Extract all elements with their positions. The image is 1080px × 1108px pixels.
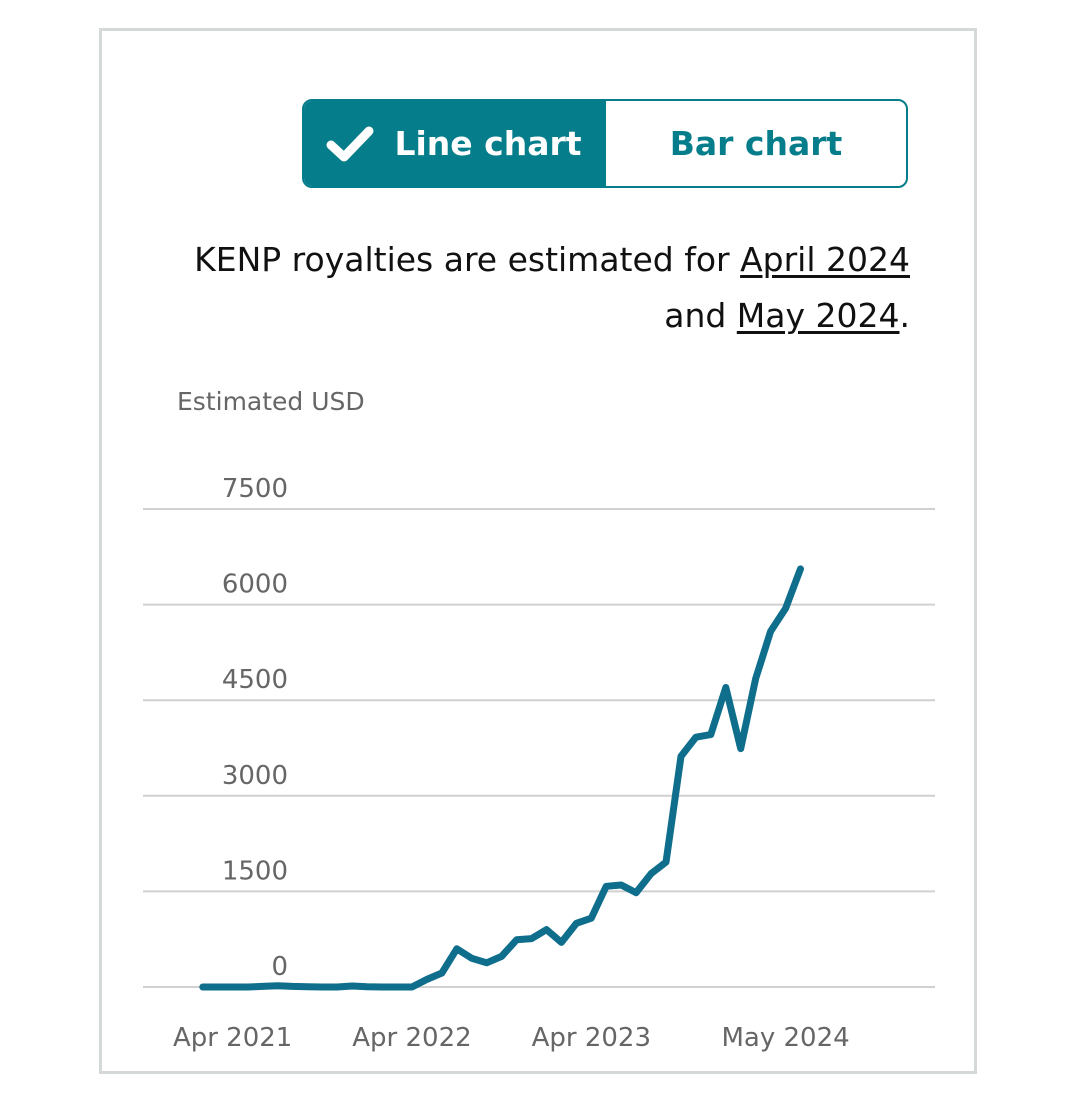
note-suffix: . — [899, 296, 911, 335]
april-2024-link[interactable]: April 2024 — [740, 240, 910, 279]
y-tick-label-0: 0 — [271, 952, 288, 982]
series-line-0 — [199, 565, 804, 991]
x-tick-label-may-2024: May 2024 — [721, 1023, 849, 1053]
line-chart-label: Line chart — [394, 124, 582, 163]
y-tick-label-4500: 4500 — [222, 665, 288, 695]
y-tick-label-6000: 6000 — [222, 570, 288, 600]
note-middle: and — [664, 296, 737, 335]
y-axis-title: Estimated USD — [177, 387, 365, 416]
chart-card — [99, 28, 977, 1074]
bar-chart-button[interactable]: Bar chart — [604, 101, 906, 186]
y-tick-label-1500: 1500 — [222, 856, 288, 886]
line-chart-button[interactable]: Line chart — [304, 101, 604, 186]
y-tick-label-3000: 3000 — [222, 761, 288, 791]
may-2024-link[interactable]: May 2024 — [736, 296, 900, 335]
estimate-note: KENP royalties are estimated for April 2… — [120, 232, 910, 344]
chart-type-toggle: Line chart Bar chart — [302, 99, 908, 188]
x-tick-label-apr-2021: Apr 2021 — [173, 1023, 292, 1053]
note-prefix: KENP royalties are estimated for — [194, 240, 741, 279]
bar-chart-label: Bar chart — [669, 124, 843, 163]
x-tick-label-apr-2023: Apr 2023 — [532, 1023, 651, 1053]
checkmark-icon — [326, 126, 374, 161]
y-tick-label-7500: 7500 — [222, 474, 288, 504]
x-tick-label-apr-2022: Apr 2022 — [352, 1023, 471, 1053]
